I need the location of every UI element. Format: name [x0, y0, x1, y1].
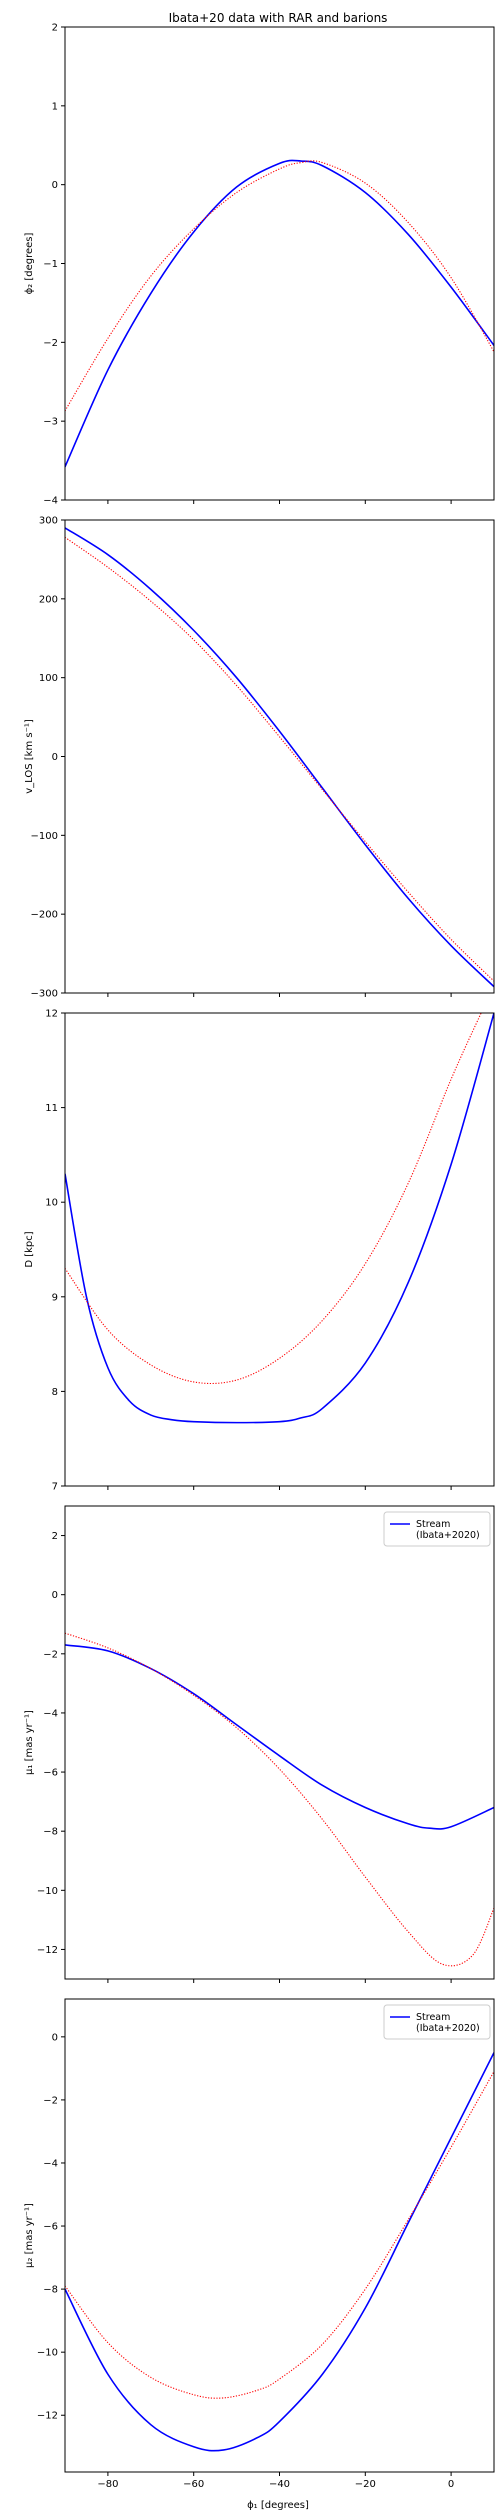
- y-tick-label: −200: [31, 910, 58, 921]
- y-tick-label: −10: [37, 2348, 58, 2359]
- y-tick-label: −12: [37, 1945, 58, 1956]
- figure-title: Ibata+20 data with RAR and barions: [169, 11, 388, 25]
- plot-area: [65, 2052, 494, 2452]
- y-axis-label: μ₂ [mas yr⁻¹]: [24, 2203, 35, 2268]
- legend: Stream (Ibata+2020): [383, 2004, 491, 2040]
- legend-box: [383, 2004, 491, 2040]
- y-tick-label: −1: [43, 259, 58, 270]
- subplot-4: −12 −10 −8 −6 −4 −2 0 2 μ₁ [mas yr⁻¹] Stream (Ibat…: [24, 1505, 495, 1983]
- model-stream-line: [65, 159, 494, 468]
- y-tick-label: 2: [52, 1531, 58, 1542]
- x-tick-label: −80: [97, 2479, 118, 2490]
- model-stream-line: [65, 2052, 494, 2452]
- legend-box: [383, 1511, 491, 1547]
- y-tick-label: −6: [43, 2222, 58, 2233]
- model-stream-line: [65, 1644, 494, 1830]
- plot-area: [65, 1632, 494, 1967]
- y-axis-label: v_LOS [km s⁻¹]: [24, 719, 35, 794]
- y-tick-label: −2: [43, 1649, 58, 1660]
- y-tick-label: −2: [43, 2095, 58, 2106]
- model-stream-line: [65, 1013, 494, 1424]
- y-tick-label: −4: [43, 1708, 58, 1719]
- y-tick-label: 12: [45, 1009, 58, 1020]
- y-tick-label: 11: [45, 1103, 58, 1114]
- y-tick-label: 0: [52, 752, 58, 763]
- y-tick-label: 0: [52, 180, 58, 191]
- y-tick-label: −100: [31, 831, 58, 842]
- axes-frame: [64, 1998, 495, 2473]
- subplot-1: −4 −3 −2 −1 0 1 2 ϕ₂ [degrees]: [24, 23, 495, 507]
- data-points-line: [65, 1632, 494, 1967]
- y-tick-label: 1: [52, 101, 58, 112]
- data-points-line: [65, 2071, 494, 2399]
- plot-area: [65, 527, 494, 988]
- data-points-line: [65, 160, 494, 412]
- y-tick-label: 300: [39, 516, 58, 527]
- subplot-3: 7 8 9 10 11 12 D [kpc]: [24, 1009, 495, 1493]
- y-tick-label: 7: [52, 1482, 58, 1493]
- y-tick-label: −300: [31, 989, 58, 1000]
- data-points-line: [65, 1013, 482, 1385]
- y-tick-label: −12: [37, 2411, 58, 2422]
- data-points-line: [65, 536, 494, 982]
- y-axis-label: D [kpc]: [24, 1231, 35, 1267]
- y-tick-label: −3: [43, 417, 58, 428]
- axes-frame: [64, 1012, 495, 1487]
- y-tick-label: 2: [52, 23, 58, 34]
- legend-label: Stream (Ibata+2020): [416, 1519, 480, 1541]
- legend: Stream (Ibata+2020): [383, 1511, 491, 1547]
- y-tick-label: 0: [52, 2032, 58, 2043]
- y-tick-label: −8: [43, 2285, 58, 2296]
- y-tick-label: −2: [43, 338, 58, 349]
- plot-area: [65, 159, 494, 468]
- y-tick-label: −6: [43, 1768, 58, 1779]
- y-axis-label: μ₁ [mas yr⁻¹]: [24, 1710, 35, 1775]
- legend-label: Stream (Ibata+2020): [416, 2012, 480, 2034]
- y-tick-label: −4: [43, 2158, 58, 2169]
- subplot-2: −300 −200 −100 0 100 200 300 v_LOS [km s⁻¹]: [24, 516, 495, 1000]
- y-tick-label: 8: [52, 1387, 58, 1398]
- y-tick-label: 10: [45, 1198, 58, 1209]
- axes-frame: [64, 1505, 495, 1980]
- x-axis-label: ϕ₁ [degrees]: [247, 2500, 309, 2511]
- y-tick-label: −8: [43, 1827, 58, 1838]
- x-tick-label: −40: [269, 2479, 290, 2490]
- x-tick-label: −60: [183, 2479, 204, 2490]
- x-tick-label: 0: [448, 2479, 454, 2490]
- y-tick-label: −4: [43, 496, 58, 507]
- y-axis-label: ϕ₂ [degrees]: [24, 232, 35, 294]
- y-tick-label: 0: [52, 1590, 58, 1601]
- y-tick-label: −10: [37, 1886, 58, 1897]
- x-tick-label: −20: [355, 2479, 376, 2490]
- y-tick-label: 9: [52, 1292, 58, 1303]
- y-tick-label: 100: [39, 673, 58, 684]
- model-stream-line: [65, 527, 494, 988]
- y-tick-label: 200: [39, 594, 58, 605]
- plot-area: [65, 1013, 494, 1424]
- axes-frame: [64, 26, 495, 501]
